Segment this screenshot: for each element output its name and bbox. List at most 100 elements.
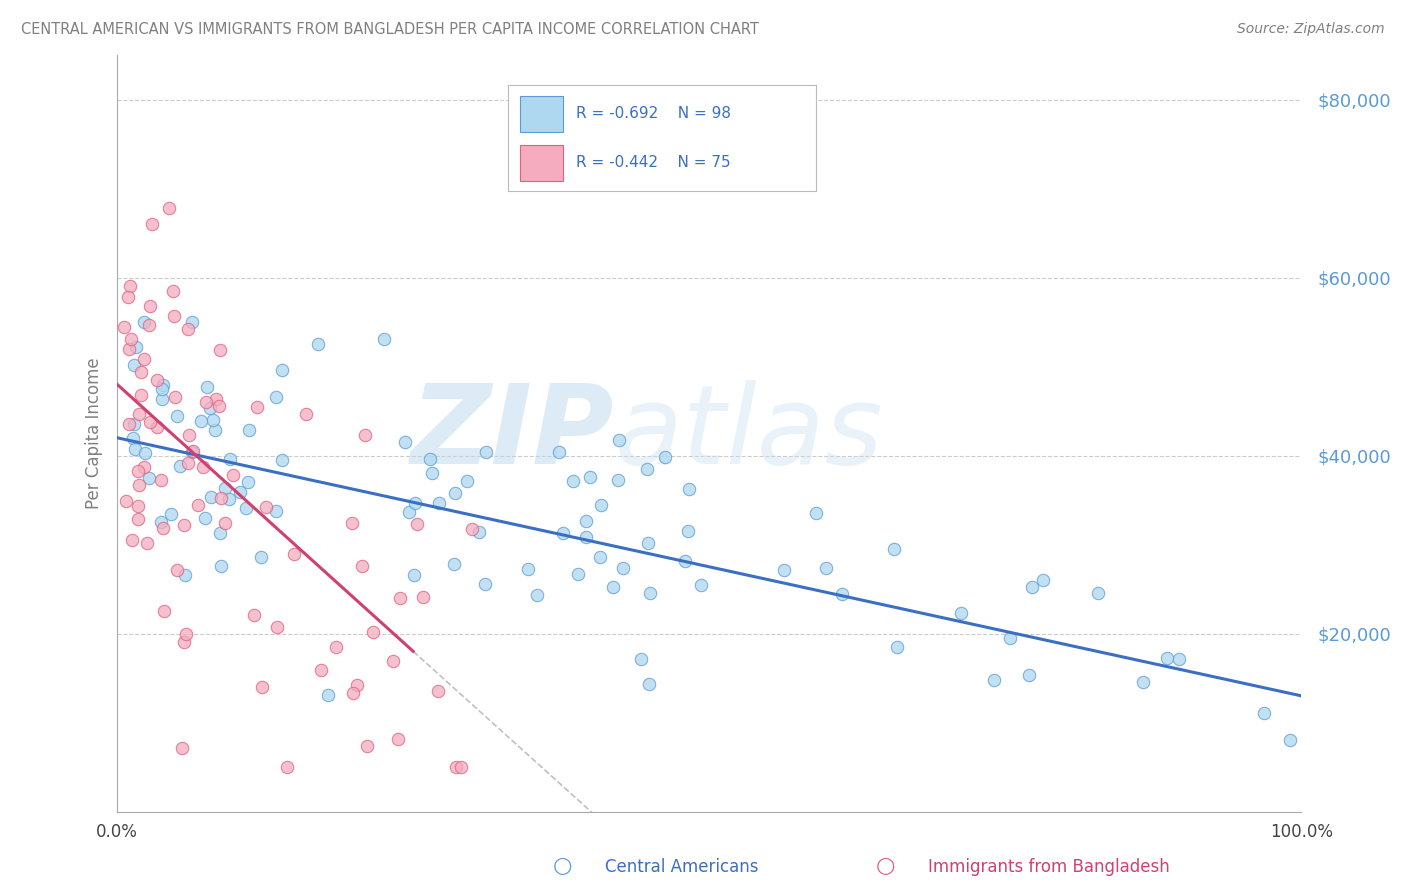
Point (591, 498, 613, 512)
Point (208, 400, 231, 414)
Point (266, 620, 288, 634)
Point (195, 380, 218, 394)
Point (194, 510, 217, 524)
Point (209, 525, 232, 540)
Point (468, 525, 491, 540)
Point (127, 464, 149, 478)
Point (567, 567, 589, 582)
Point (422, 466, 444, 480)
Point (180, 315, 202, 329)
Point (266, 504, 288, 518)
Point (612, 560, 634, 574)
Point (127, 499, 149, 513)
Point (187, 498, 209, 512)
Point (295, 407, 318, 421)
Point (127, 512, 149, 526)
Point (118, 417, 141, 431)
Point (179, 428, 201, 442)
Point (121, 431, 143, 445)
Point (474, 577, 496, 591)
Point (117, 290, 139, 304)
Point (173, 635, 195, 649)
Point (132, 459, 155, 474)
Point (526, 588, 548, 602)
Point (200, 401, 222, 415)
Point (443, 557, 465, 571)
Point (124, 417, 146, 431)
Point (173, 518, 195, 533)
Point (678, 524, 700, 538)
Point (236, 475, 259, 490)
Point (637, 535, 659, 549)
Point (342, 686, 364, 700)
Point (209, 559, 232, 574)
Point (283, 547, 305, 561)
Point (340, 516, 363, 530)
Point (548, 445, 571, 459)
Point (589, 550, 612, 565)
Point (129, 388, 152, 402)
Point (575, 514, 598, 528)
Point (394, 435, 416, 450)
Point (804, 506, 827, 520)
Point (381, 654, 404, 668)
Point (1156, 650, 1178, 665)
Point (145, 420, 167, 434)
Point (250, 680, 273, 694)
Point (157, 201, 180, 215)
Point (427, 683, 450, 698)
Point (172, 741, 194, 756)
Point (120, 332, 142, 346)
Point (200, 490, 222, 504)
Point (316, 689, 339, 703)
Point (276, 760, 298, 774)
Point (222, 467, 245, 482)
Point (461, 522, 484, 536)
Point (309, 663, 332, 677)
Point (579, 470, 602, 484)
Point (307, 337, 329, 351)
Point (194, 394, 217, 409)
Point (886, 640, 908, 654)
Point (138, 471, 160, 485)
Point (163, 310, 186, 324)
Point (254, 500, 277, 515)
Point (561, 474, 583, 488)
Point (138, 318, 160, 333)
Point (636, 462, 658, 476)
Text: Central Americans: Central Americans (605, 858, 758, 876)
Point (402, 567, 425, 582)
Point (575, 530, 598, 544)
Point (118, 343, 141, 357)
Point (177, 322, 200, 336)
Point (121, 533, 143, 547)
Point (678, 482, 700, 496)
Point (112, 320, 135, 334)
Point (1132, 674, 1154, 689)
Point (1278, 733, 1301, 747)
Point (250, 549, 273, 564)
Point (516, 562, 538, 576)
Point (1253, 706, 1275, 720)
Point (1087, 586, 1109, 600)
Point (181, 445, 204, 459)
Point (551, 526, 574, 541)
Point (166, 409, 188, 423)
Point (607, 473, 630, 487)
Point (150, 392, 173, 407)
Point (228, 485, 250, 500)
Point (475, 445, 498, 459)
Text: CENTRAL AMERICAN VS IMMIGRANTS FROM BANGLADESH PER CAPITA INCOME CORRELATION CHA: CENTRAL AMERICAN VS IMMIGRANTS FROM BANG… (21, 22, 759, 37)
Point (325, 640, 347, 654)
Point (1018, 667, 1040, 681)
Point (149, 516, 172, 530)
Point (638, 677, 661, 691)
Point (153, 603, 176, 617)
Point (124, 442, 146, 456)
Point (138, 299, 160, 313)
Point (602, 580, 624, 594)
Point (950, 606, 973, 620)
Point (353, 428, 375, 442)
Point (214, 481, 236, 495)
Point (146, 373, 169, 387)
